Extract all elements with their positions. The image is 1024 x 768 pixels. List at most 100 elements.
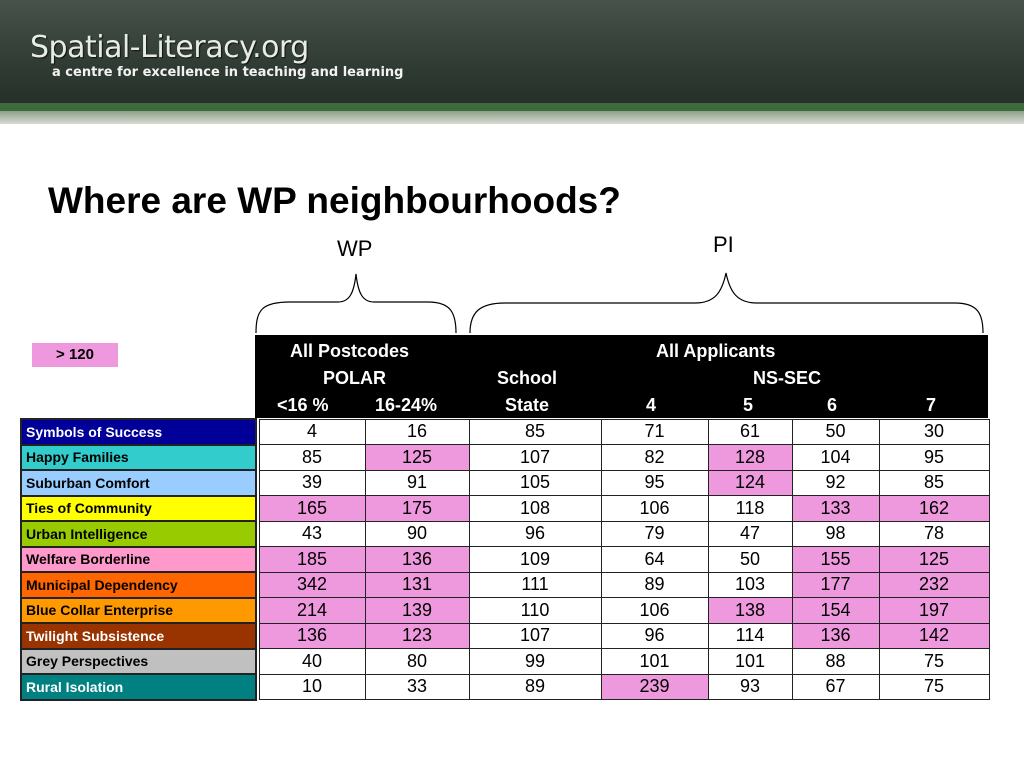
header-col-1624: 16-24% <box>375 395 438 415</box>
row-gap <box>256 444 259 470</box>
value-cell: 133 <box>791 495 880 522</box>
highlight-legend: > 120 <box>32 343 118 367</box>
value-cell: 98 <box>791 520 880 547</box>
value-cell: 4 <box>258 418 366 445</box>
header-nssec: NS-SEC <box>753 368 822 388</box>
value-cell: 136 <box>258 622 366 649</box>
value-cell: 109 <box>468 546 602 573</box>
banner-stripe-light <box>0 111 1024 124</box>
value-cell: 214 <box>258 597 366 624</box>
row-gap <box>256 648 259 674</box>
header-state: State <box>505 395 550 415</box>
pi-brace-label: PI <box>713 232 734 257</box>
value-cell: 139 <box>364 597 470 624</box>
value-cell: 96 <box>468 520 602 547</box>
value-cell: 175 <box>364 495 470 522</box>
table-header-block: All Postcodes POLAR All Applicants Schoo… <box>255 335 988 418</box>
value-cell: 91 <box>364 469 470 496</box>
table-body: Symbols of Success 4 16 85 71 61 50 30 Happy Fam… <box>20 418 990 701</box>
value-cell: 114 <box>707 622 793 649</box>
row-label: Happy Families <box>20 443 257 471</box>
value-cell: 92 <box>791 469 880 496</box>
value-cell: 40 <box>258 648 366 675</box>
row-label: Municipal Dependency <box>20 571 257 599</box>
value-cell: 64 <box>600 546 709 573</box>
value-cell: 99 <box>468 648 602 675</box>
value-cell: 85 <box>258 444 366 471</box>
table-row: Twilight Subsistence 136 123 107 96 114 136 142 <box>20 622 990 650</box>
row-label: Twilight Subsistence <box>20 622 257 650</box>
table-row: Urban Intelligence 43 90 96 79 47 98 78 <box>20 520 990 548</box>
site-logo-title: Spatial-Literacy.org <box>30 30 309 65</box>
row-gap <box>256 546 259 572</box>
value-cell: 89 <box>600 571 709 598</box>
value-cell: 75 <box>878 673 990 700</box>
value-cell: 16 <box>364 418 470 445</box>
value-cell: 101 <box>707 648 793 675</box>
row-label: Grey Perspectives <box>20 647 257 675</box>
value-cell: 110 <box>468 597 602 624</box>
site-logo-subtitle: a centre for excellence in teaching and … <box>52 65 404 80</box>
value-cell: 90 <box>364 520 470 547</box>
header-col-5: 5 <box>743 395 754 415</box>
value-cell: 30 <box>878 418 990 445</box>
value-cell: 71 <box>600 418 709 445</box>
value-cell: 106 <box>600 495 709 522</box>
header-all-applicants: All Applicants <box>656 341 776 361</box>
value-cell: 197 <box>878 597 990 624</box>
wp-curly-brace <box>255 273 457 334</box>
table-row: Grey Perspectives 40 80 99 101 101 88 75 <box>20 647 990 675</box>
value-cell: 101 <box>600 648 709 675</box>
row-gap <box>256 623 259 649</box>
value-cell: 111 <box>468 571 602 598</box>
value-cell: 50 <box>791 418 880 445</box>
row-gap <box>256 521 259 547</box>
value-cell: 106 <box>600 597 709 624</box>
value-cell: 80 <box>364 648 470 675</box>
value-cell: 128 <box>707 444 793 471</box>
value-cell: 39 <box>258 469 366 496</box>
table-row: Suburban Comfort 39 91 105 95 124 92 85 <box>20 469 990 497</box>
row-label: Welfare Borderline <box>20 545 257 573</box>
wp-data-table: Symbols of Success 4 16 85 71 61 50 30 Happy Fam… <box>20 418 990 701</box>
value-cell: 103 <box>707 571 793 598</box>
row-gap <box>256 572 259 598</box>
table-row: Happy Families 85 125 107 82 128 104 95 <box>20 443 990 471</box>
value-cell: 93 <box>707 673 793 700</box>
table-row: Symbols of Success 4 16 85 71 61 50 30 <box>20 418 990 446</box>
value-cell: 108 <box>468 495 602 522</box>
value-cell: 95 <box>600 469 709 496</box>
wp-brace-label: WP <box>337 236 373 261</box>
row-label: Urban Intelligence <box>20 520 257 548</box>
value-cell: 33 <box>364 673 470 700</box>
value-cell: 107 <box>468 622 602 649</box>
value-cell: 43 <box>258 520 366 547</box>
value-cell: 232 <box>878 571 990 598</box>
row-label: Suburban Comfort <box>20 469 257 497</box>
value-cell: 239 <box>600 673 709 700</box>
row-gap <box>256 470 259 496</box>
value-cell: 96 <box>600 622 709 649</box>
value-cell: 136 <box>791 622 880 649</box>
value-cell: 82 <box>600 444 709 471</box>
value-cell: 10 <box>258 673 366 700</box>
header-polar: POLAR <box>323 368 386 388</box>
value-cell: 125 <box>878 546 990 573</box>
value-cell: 342 <box>258 571 366 598</box>
row-label: Ties of Community <box>20 494 257 522</box>
value-cell: 118 <box>707 495 793 522</box>
value-cell: 185 <box>258 546 366 573</box>
value-cell: 85 <box>878 469 990 496</box>
value-cell: 78 <box>878 520 990 547</box>
value-cell: 61 <box>707 418 793 445</box>
value-cell: 162 <box>878 495 990 522</box>
value-cell: 75 <box>878 648 990 675</box>
row-label: Blue Collar Enterprise <box>20 596 257 624</box>
value-cell: 50 <box>707 546 793 573</box>
slide-title: Where are WP neighbourhoods? <box>48 180 621 221</box>
value-cell: 154 <box>791 597 880 624</box>
value-cell: 155 <box>791 546 880 573</box>
row-label: Symbols of Success <box>20 418 257 446</box>
row-gap <box>256 419 259 445</box>
